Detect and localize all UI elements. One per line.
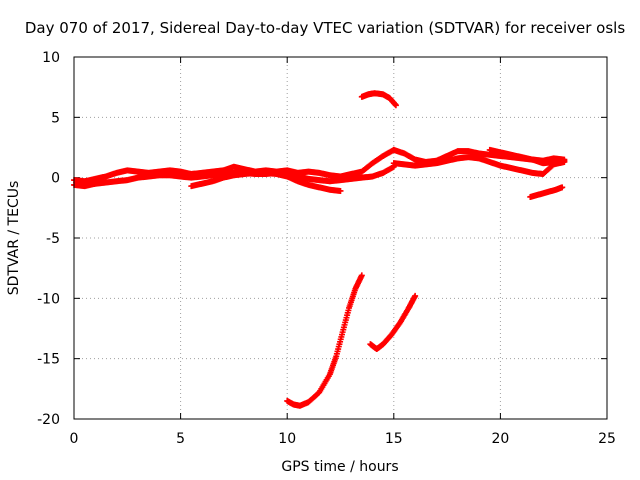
x-tick-label: 25 [598, 431, 616, 447]
chart-title: Day 070 of 2017, Sidereal Day-to-day VTE… [25, 19, 625, 37]
x-tick-label: 20 [491, 431, 509, 447]
series-track-deep-b [367, 292, 419, 353]
y-axis-label: SDTVAR / TECUs [6, 181, 22, 296]
y-tick-label: -20 [37, 412, 60, 428]
data-point [358, 272, 365, 279]
data-points [71, 90, 568, 409]
x-tick-label: 0 [70, 431, 79, 447]
data-point [337, 187, 344, 194]
series-track-deep-a [284, 272, 365, 409]
y-tick-label: -5 [46, 231, 60, 247]
data-point [559, 184, 566, 191]
series-track-segment-right [527, 184, 566, 200]
x-tick-label: 15 [385, 431, 403, 447]
data-point [561, 157, 568, 164]
x-axis-label: GPS time / hours [281, 459, 398, 475]
data-point [392, 102, 399, 109]
y-tick-label: 10 [42, 50, 60, 66]
y-tick-label: -15 [37, 352, 60, 368]
x-tick-label: 5 [176, 431, 185, 447]
tick-labels: 0 5 10 15 20 25 -20 -15 -10 -5 0 5 10 [37, 50, 616, 447]
series-track-dip [188, 169, 344, 194]
grid-lines [74, 57, 607, 419]
series-track-late-c [486, 146, 568, 167]
y-tick-label: 5 [51, 110, 60, 126]
data-point [412, 292, 419, 299]
x-tick-label: 10 [278, 431, 296, 447]
series-track-high [358, 90, 399, 109]
series-track-main-high [71, 146, 397, 185]
y-tick-label: 0 [51, 171, 60, 187]
plot-frame [73, 56, 608, 420]
series-track-late-b [390, 154, 568, 178]
y-tick-label: -10 [37, 291, 60, 307]
